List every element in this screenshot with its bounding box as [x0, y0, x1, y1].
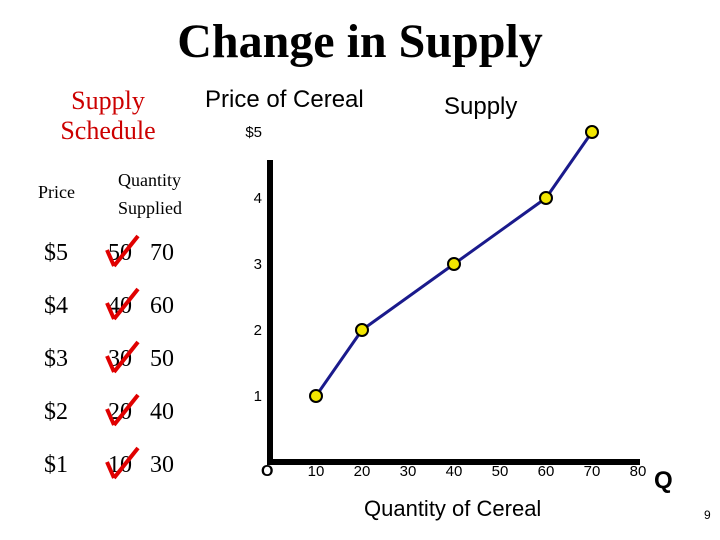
x-tick-label: 30: [400, 463, 417, 480]
schedule-new-quantity: 30: [150, 452, 174, 478]
schedule-title-line2: Schedule: [60, 116, 156, 145]
schedule-price: $3: [44, 346, 68, 372]
supply-point-markers: [309, 125, 599, 403]
series-label: Supply: [444, 93, 517, 120]
x-axis-end-label: Q: [654, 467, 673, 494]
schedule-price: $5: [44, 240, 68, 266]
slide-title: Change in Supply: [177, 15, 543, 68]
strike-mark-tick: [105, 302, 116, 320]
strike-mark: [112, 446, 140, 480]
x-axis-label: Quantity of Cereal: [364, 496, 541, 521]
schedule-new-quantity: 60: [150, 293, 174, 319]
schedule-new-quantity: 40: [150, 399, 174, 425]
y-tick-label: 4: [254, 190, 262, 207]
strike-mark: [112, 340, 140, 374]
x-tick-label: 10: [308, 463, 325, 480]
schedule-header-quantity: Quantity: [118, 170, 181, 190]
supply-point-marker: [585, 125, 599, 139]
x-tick-labels: 10 20 30 40 50 60 70 80: [308, 463, 647, 480]
strike-mark: [112, 393, 140, 427]
supply-point-marker: [447, 257, 461, 271]
y-tick-label: 3: [254, 256, 262, 273]
schedule-rows: $5 50 70$4 40 60$3 30 50$2 20 40$1 10 30: [44, 234, 174, 480]
strike-mark-tick: [105, 355, 116, 373]
schedule-price: $2: [44, 399, 68, 425]
strike-mark-tick: [105, 249, 116, 267]
page-number: 9: [704, 508, 711, 522]
strike-mark: [112, 234, 140, 268]
schedule-header-price: Price: [38, 182, 75, 202]
schedule-price: $4: [44, 293, 68, 319]
schedule-title: Supply Schedule: [48, 86, 168, 146]
strike-mark-tick: [105, 408, 116, 426]
x-tick-label: 80: [630, 463, 647, 480]
supply-point-marker: [309, 389, 323, 403]
x-tick-label: 60: [538, 463, 555, 480]
chart-title: Price of Cereal: [205, 86, 364, 113]
schedule-price: $1: [44, 452, 68, 478]
schedule-title-line1: Supply: [71, 86, 145, 115]
strike-mark-tick: [105, 461, 116, 479]
x-tick-label: 40: [446, 463, 463, 480]
origin-label: O: [261, 463, 273, 480]
x-tick-label: 20: [354, 463, 371, 480]
supply-point-marker: [355, 323, 369, 337]
schedule-header-supplied: Supplied: [118, 198, 182, 218]
y-tick-label: 2: [254, 322, 262, 339]
y-tick-label: 1: [254, 388, 262, 405]
x-tick-label: 50: [492, 463, 509, 480]
supply-point-marker: [539, 191, 553, 205]
x-tick-label: 70: [584, 463, 601, 480]
y-tick-label: $5: [245, 124, 262, 141]
schedule-new-quantity: 50: [150, 346, 174, 372]
y-tick-labels: 1 2 3 4 $5: [245, 124, 262, 405]
strike-mark: [112, 287, 140, 321]
schedule-new-quantity: 70: [150, 240, 174, 266]
